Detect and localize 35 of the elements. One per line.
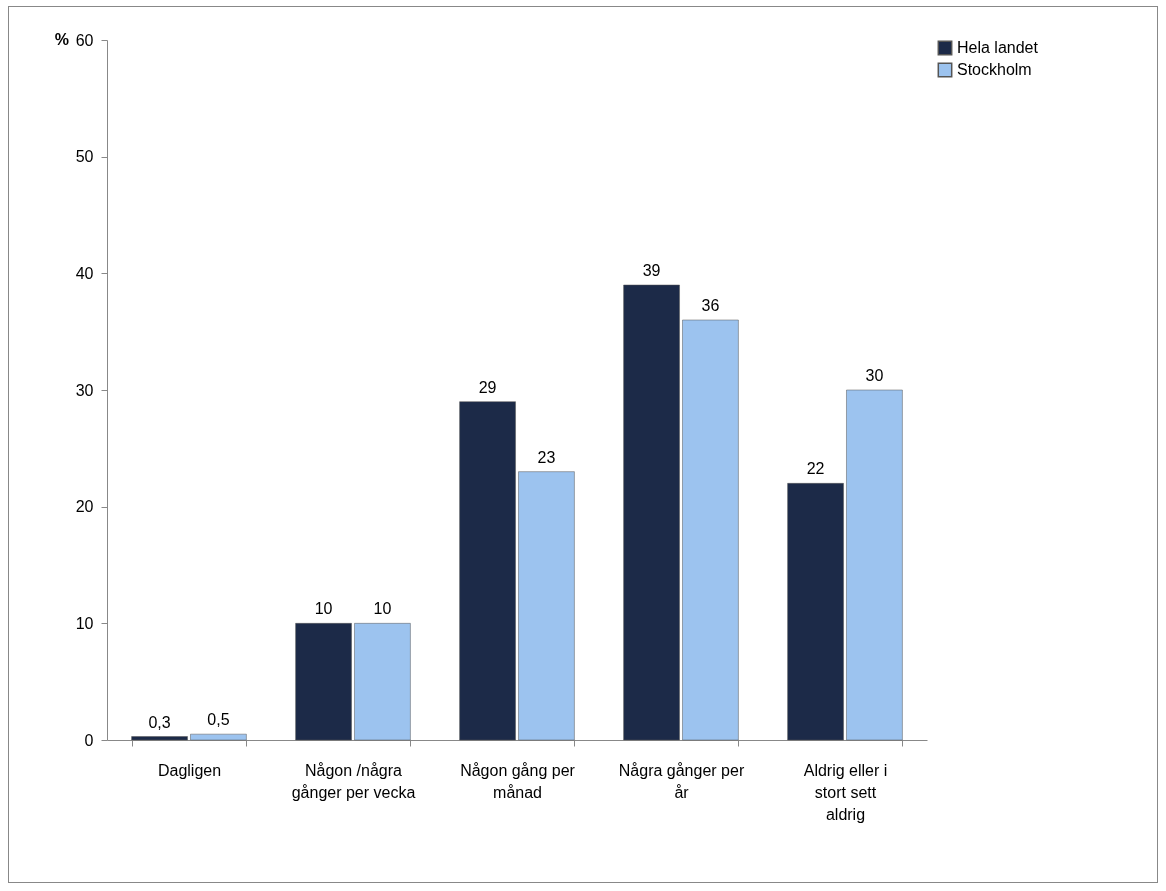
x-tick-label: Aldrig eller i stort sett aldrig [803, 761, 888, 823]
bar [623, 284, 680, 741]
data-label: 0,5 [207, 711, 230, 729]
y-tick-label: 20 [75, 498, 94, 516]
data-label: 39 [642, 262, 661, 279]
data-label: 36 [701, 297, 720, 314]
y-axis-title: % [54, 31, 69, 48]
data-label: 23 [537, 448, 556, 466]
bar [787, 483, 844, 741]
data-label: 30 [865, 367, 884, 384]
x-tick-label: Någon gång per månad [460, 761, 576, 801]
bar [131, 736, 188, 741]
bar [459, 401, 516, 741]
y-tick-label: 10 [75, 614, 94, 632]
bar [682, 319, 739, 741]
data-label: 10 [373, 600, 392, 618]
bar [846, 389, 903, 741]
y-tick-label: 30 [75, 381, 94, 399]
bar [295, 623, 352, 741]
bar [518, 471, 575, 741]
y-tick-label: 0 [84, 731, 94, 749]
data-label: 0,3 [148, 713, 171, 731]
bar [190, 733, 247, 741]
legend-label: Stockholm [957, 61, 1032, 78]
x-tick-label: Några gånger per år [618, 761, 745, 801]
legend-label: Hela landet [957, 39, 1039, 56]
data-label: 22 [806, 460, 825, 478]
data-label: 10 [314, 600, 333, 618]
data-label: 29 [478, 378, 497, 396]
x-tick-label: Dagligen [157, 761, 222, 779]
x-tick-label: Någon /några gånger per vecka [291, 761, 416, 801]
y-tick-label: 40 [75, 264, 94, 282]
y-tick-label: 50 [75, 148, 94, 166]
y-tick-label: 60 [75, 31, 94, 49]
bar [354, 623, 411, 741]
